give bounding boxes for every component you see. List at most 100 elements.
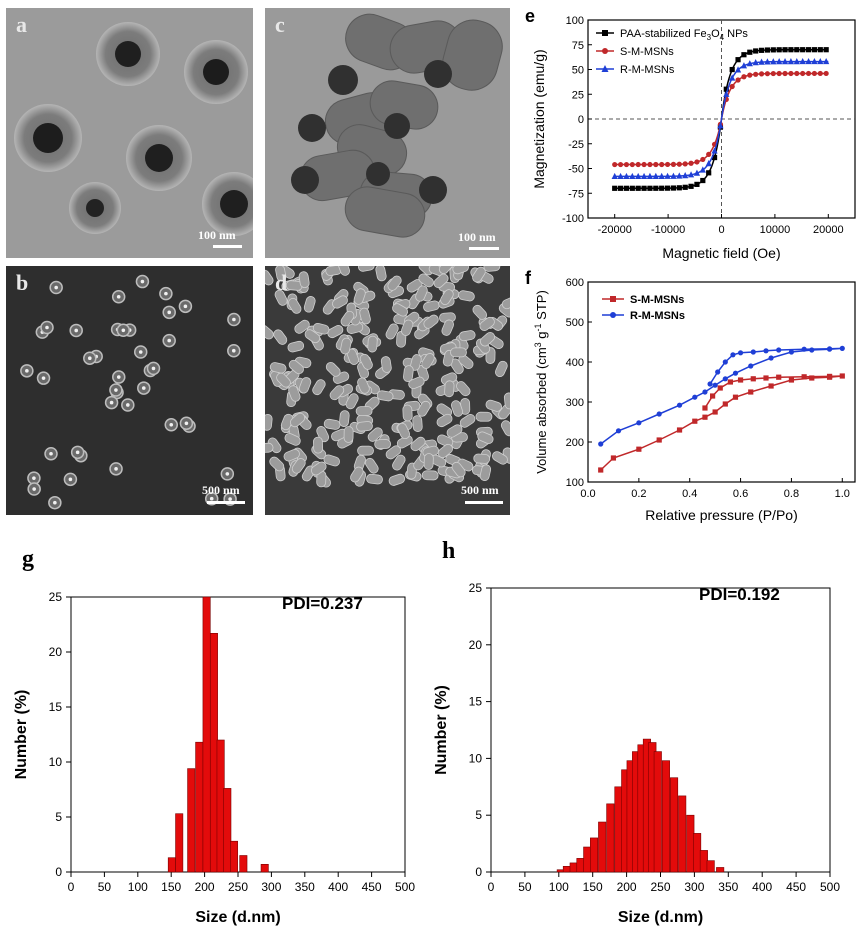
legend-label: S-M-MSNs — [620, 46, 674, 58]
sem-rod — [343, 426, 354, 443]
tem-rods-c — [291, 13, 503, 238]
y-tick-label: 75 — [572, 40, 584, 52]
x-tick-label: 0.2 — [631, 488, 646, 500]
sem-rod — [275, 266, 287, 282]
y-tick-label: 300 — [566, 397, 584, 409]
y-tick-label: -25 — [568, 139, 584, 151]
series-marker — [776, 374, 782, 380]
series-marker — [617, 185, 624, 191]
sem-rod — [380, 356, 392, 373]
x-tick-label: 300 — [261, 880, 281, 894]
series-marker — [670, 185, 677, 191]
y-tick-label: 500 — [566, 317, 584, 329]
sem-rod — [401, 319, 414, 336]
series-marker — [809, 347, 815, 353]
series-marker — [727, 379, 733, 385]
x-tick-label: 450 — [786, 880, 806, 894]
sem-rod — [479, 464, 492, 482]
scale-label-c: 100 nm — [458, 230, 496, 244]
sem-core — [45, 325, 49, 330]
sem-rod — [355, 406, 373, 417]
bar — [260, 863, 269, 873]
sem-rod — [323, 454, 340, 467]
sem-rod — [364, 457, 379, 474]
sem-rod — [451, 461, 466, 478]
sem-rod — [290, 412, 306, 428]
series-marker — [770, 70, 776, 77]
scale-label-d: 500 nm — [461, 483, 499, 497]
x-tick-label: 100 — [128, 880, 148, 894]
series-marker — [740, 62, 748, 69]
core — [424, 60, 452, 88]
series-r-m-msns — [598, 345, 845, 447]
bar — [590, 837, 599, 873]
y-tick-label: 20 — [49, 645, 63, 659]
series-marker — [794, 70, 800, 77]
sem-rod — [357, 266, 375, 272]
bar — [209, 633, 218, 873]
series-marker — [776, 58, 783, 65]
sem-rod — [492, 451, 508, 465]
sem-rod — [483, 266, 501, 272]
sem-core — [75, 450, 80, 455]
sem-rod — [412, 415, 423, 432]
series-marker — [811, 70, 818, 77]
scale-label-b: 500 nm — [202, 483, 240, 497]
sem-rod — [485, 399, 503, 412]
sem-core — [116, 294, 121, 299]
sem-particles-b — [20, 274, 241, 510]
particle — [14, 104, 82, 172]
sem-rod — [294, 319, 310, 334]
series-marker — [652, 172, 659, 179]
series-marker — [715, 369, 721, 375]
series-marker — [682, 172, 689, 179]
series-marker — [699, 166, 706, 173]
tem-particles-a — [14, 22, 253, 236]
sem-rod — [479, 316, 495, 331]
series-marker — [692, 394, 698, 400]
tem-image-a: a 100 nm — [6, 8, 253, 258]
sem-core — [151, 366, 156, 371]
legend-marker — [602, 30, 608, 36]
series-marker — [805, 57, 812, 65]
x-tick-label: 150 — [161, 880, 181, 894]
sem-rod — [410, 436, 426, 452]
series-marker — [839, 345, 845, 351]
panel-label-h: h — [442, 538, 456, 564]
sem-rod — [298, 377, 312, 394]
sem-rod — [288, 298, 302, 314]
sem-rod — [276, 372, 291, 388]
series-marker — [707, 381, 713, 387]
x-tick-label: -10000 — [651, 224, 685, 236]
legend-marker — [601, 65, 609, 72]
scale-label-a: 100 nm — [198, 228, 236, 242]
x-axis-title: Size (d.nm) — [195, 909, 280, 926]
rod — [344, 186, 426, 238]
series-marker — [615, 428, 622, 434]
panel-label-c: c — [275, 12, 285, 37]
bars — [556, 738, 725, 873]
series-marker — [732, 370, 739, 376]
series-marker — [781, 58, 789, 65]
sem-rod — [456, 381, 471, 397]
core — [366, 162, 390, 186]
series-marker — [598, 441, 604, 447]
sem-rod — [452, 266, 469, 275]
particle — [69, 182, 121, 234]
series-marker — [712, 382, 718, 388]
sem-rod — [265, 325, 274, 340]
sem-rod — [273, 329, 288, 345]
pdi-annotation: PDI=0.237 — [282, 594, 363, 613]
bar — [175, 813, 184, 873]
legend-label: PAA-stabilized Fe3O4 NPs — [620, 28, 748, 42]
sem-rod — [421, 470, 439, 481]
series-marker — [688, 183, 694, 189]
sem-rod — [374, 439, 392, 450]
bar — [686, 814, 695, 873]
series-marker — [753, 48, 759, 54]
bar — [678, 795, 687, 873]
sem-rod — [415, 285, 428, 302]
series-marker — [670, 161, 677, 167]
bars — [167, 596, 269, 873]
